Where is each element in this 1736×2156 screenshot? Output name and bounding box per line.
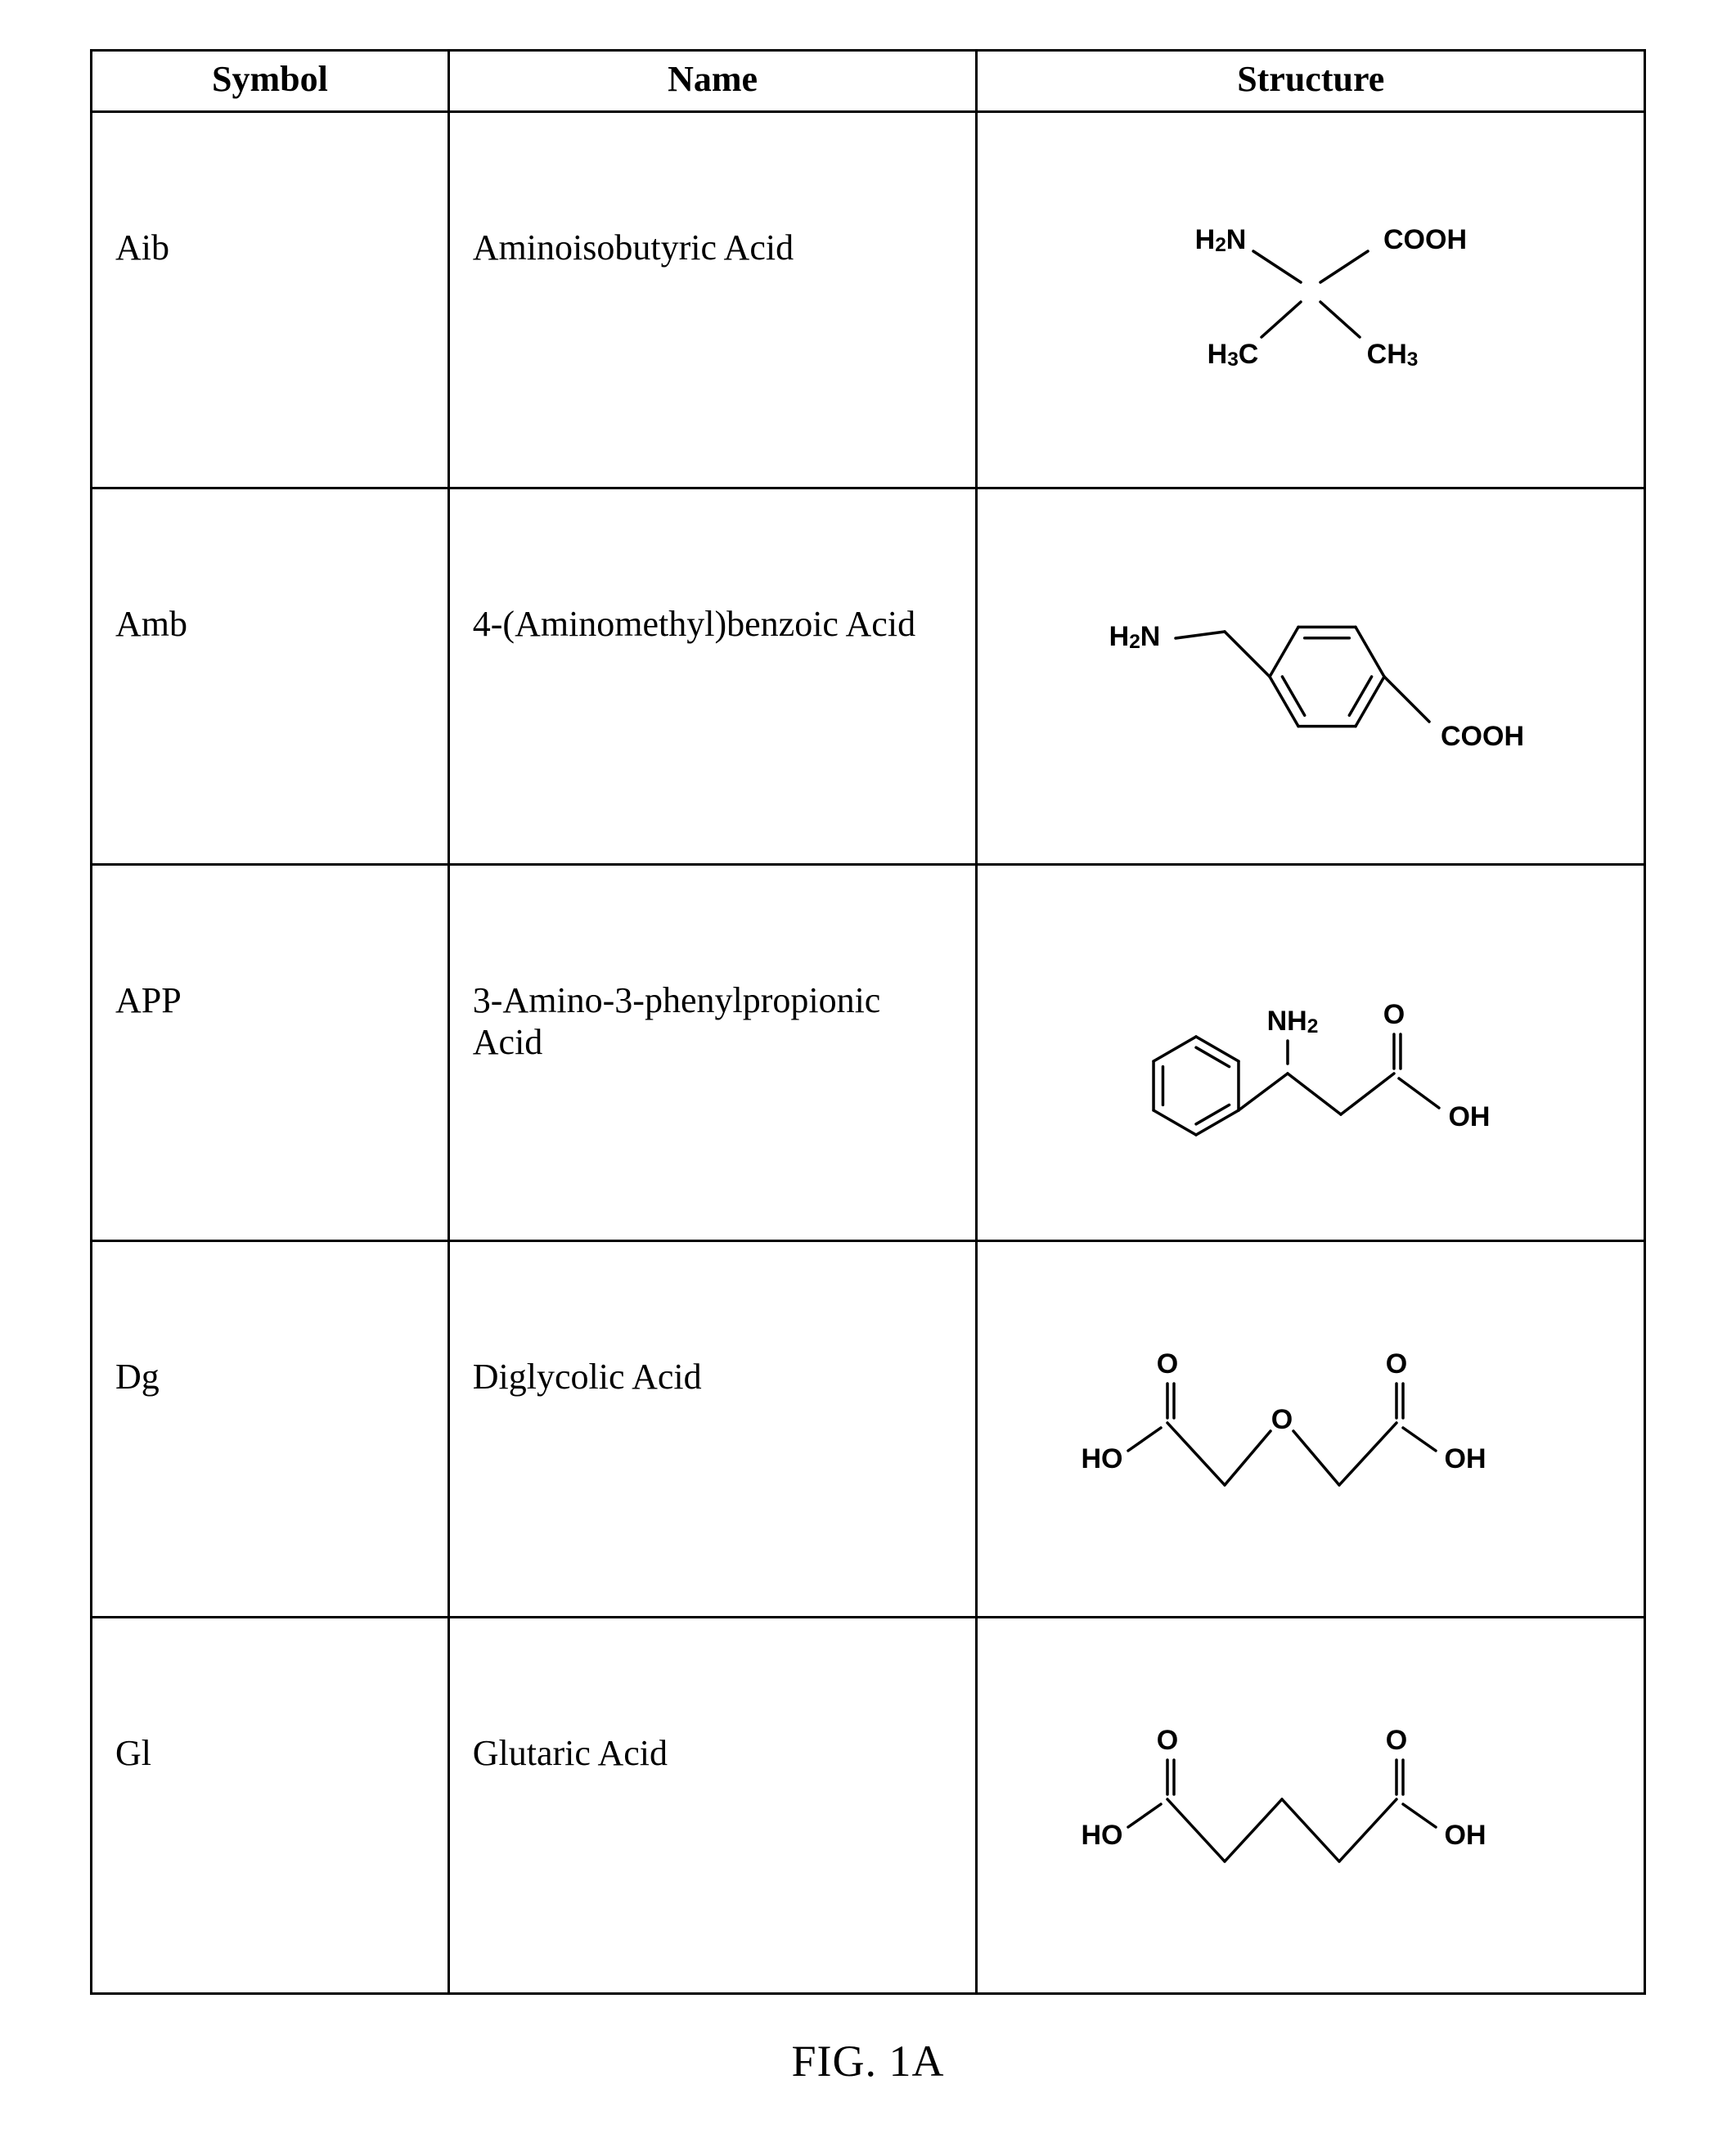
- svg-text:O: O: [1271, 1404, 1293, 1435]
- svg-text:O: O: [1386, 1348, 1407, 1380]
- structure-app: NH2 O OH: [1098, 930, 1523, 1176]
- cell-name: Aminoisobutyric Acid: [448, 112, 977, 488]
- svg-text:H2N: H2N: [1195, 224, 1247, 256]
- structure-aib: H2N COOH H3C CH3: [1122, 194, 1499, 407]
- structure-amb: COOH H2N: [1082, 562, 1540, 791]
- table-header-row: Symbol Name Structure: [92, 51, 1645, 112]
- cell-symbol: Gl: [92, 1618, 449, 1994]
- cell-structure: H2N COOH H3C CH3: [977, 112, 1645, 488]
- col-header-name: Name: [448, 51, 977, 112]
- page: Symbol Name Structure Aib Aminoisobutyri…: [0, 0, 1736, 2156]
- cell-name: Glutaric Acid: [448, 1618, 977, 1994]
- svg-text:COOH: COOH: [1441, 721, 1524, 752]
- structure-dg: O O O HO OH: [1082, 1331, 1540, 1528]
- figure-label-prefix: FIG.: [791, 2037, 888, 2086]
- svg-text:COOH: COOH: [1383, 224, 1467, 255]
- svg-text:HO: HO: [1082, 1820, 1123, 1851]
- svg-text:O: O: [1157, 1725, 1178, 1756]
- svg-text:CH3: CH3: [1367, 339, 1419, 371]
- table-row: APP 3-Amino-3-phenylpropionic Acid NH2 O O…: [92, 865, 1645, 1241]
- cell-symbol: Dg: [92, 1241, 449, 1618]
- cell-name: 3-Amino-3-phenylpropionic Acid: [448, 865, 977, 1241]
- compounds-table: Symbol Name Structure Aib Aminoisobutyri…: [90, 49, 1646, 1995]
- cell-structure: O O O HO OH: [977, 1241, 1645, 1618]
- svg-text:OH: OH: [1449, 1101, 1491, 1132]
- cell-symbol: APP: [92, 865, 449, 1241]
- cell-symbol: Aib: [92, 112, 449, 488]
- col-header-symbol: Symbol: [92, 51, 449, 112]
- table-row: Gl Glutaric Acid O O HO OH: [92, 1618, 1645, 1994]
- figure-label-number: 1A: [889, 2037, 945, 2086]
- col-header-structure: Structure: [977, 51, 1645, 112]
- svg-text:NH2: NH2: [1267, 1006, 1319, 1037]
- svg-text:HO: HO: [1082, 1443, 1123, 1474]
- cell-structure: NH2 O OH: [977, 865, 1645, 1241]
- svg-text:H3C: H3C: [1208, 339, 1259, 371]
- figure-label: FIG. 1A: [90, 2036, 1646, 2086]
- svg-text:O: O: [1383, 999, 1405, 1030]
- cell-name: 4-(Aminomethyl)benzoic Acid: [448, 488, 977, 865]
- svg-text:O: O: [1157, 1348, 1178, 1380]
- cell-structure: O O HO OH: [977, 1618, 1645, 1994]
- table-row: Aib Aminoisobutyric Acid H2N COOH H3C CH3: [92, 112, 1645, 488]
- table-row: Amb 4-(Aminomethyl)benzoic Acid COOH H2N: [92, 488, 1645, 865]
- cell-symbol: Amb: [92, 488, 449, 865]
- table-row: Dg Diglycolic Acid O O O HO OH: [92, 1241, 1645, 1618]
- svg-text:OH: OH: [1445, 1820, 1486, 1851]
- cell-structure: COOH H2N: [977, 488, 1645, 865]
- svg-text:H2N: H2N: [1109, 621, 1161, 653]
- cell-name: Diglycolic Acid: [448, 1241, 977, 1618]
- svg-text:OH: OH: [1445, 1443, 1486, 1474]
- svg-text:O: O: [1386, 1725, 1407, 1756]
- structure-gl: O O HO OH: [1082, 1708, 1540, 1904]
